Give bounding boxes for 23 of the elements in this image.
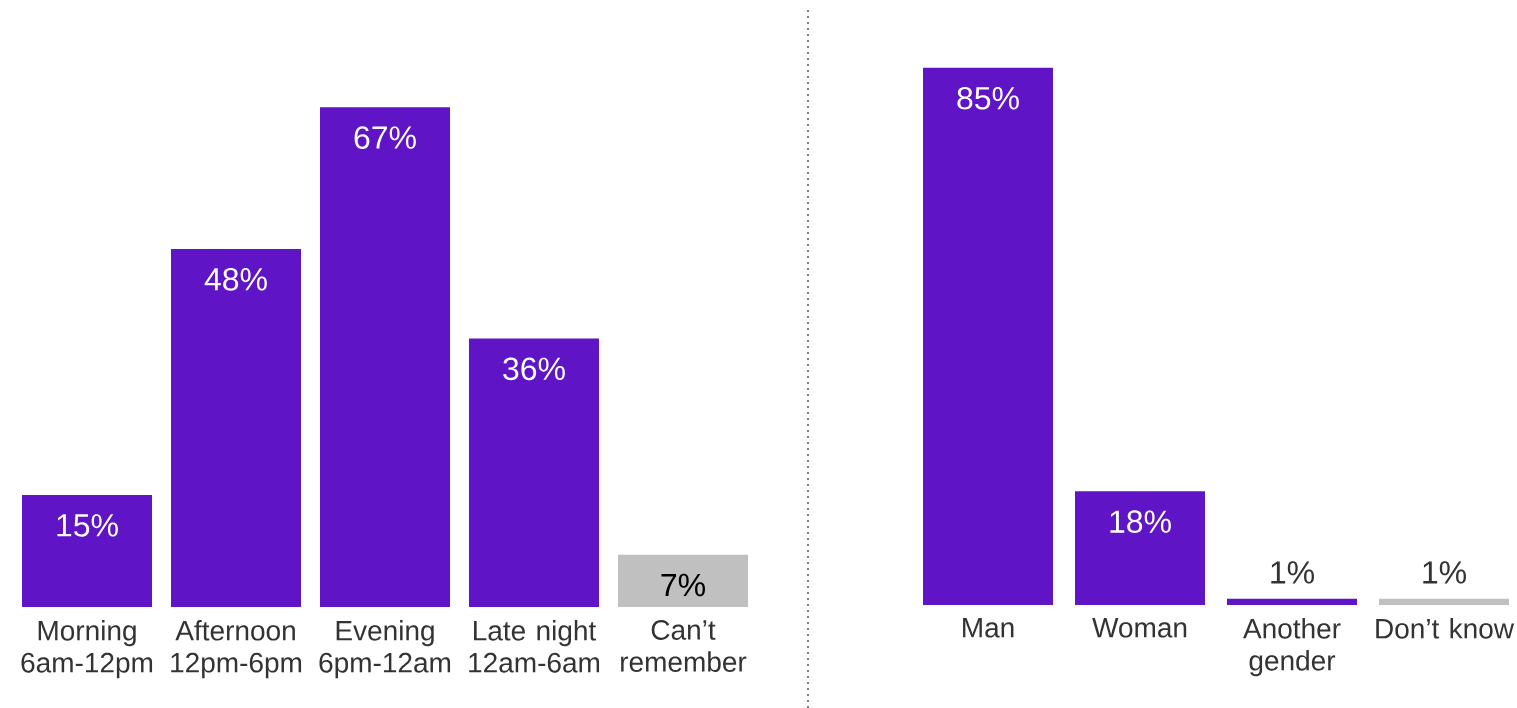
data-label: 67% — [354, 126, 416, 149]
bar — [171, 248, 301, 607]
x-tick-label: Evening 6pm-12am — [319, 620, 451, 679]
data-label: 48% — [204, 268, 267, 291]
data-label: 1% — [1423, 561, 1466, 584]
x-tick-label: Morning 6am-12pm — [21, 620, 153, 679]
x-tick-label: Late night 12am-6am — [469, 620, 600, 673]
data-label: 18% — [1110, 510, 1171, 533]
bar — [618, 554, 748, 607]
x-tick-label: Man — [963, 618, 1014, 638]
x-tick-label: Woman — [1092, 618, 1187, 638]
x-tick-label: Another gender — [1243, 618, 1341, 677]
x-tick-label: Don’t know — [1376, 618, 1515, 639]
data-label: 1% — [1271, 561, 1314, 584]
x-tick-label: Can’t remember — [621, 620, 747, 672]
data-label: 85% — [957, 86, 1019, 110]
data-label: 15% — [57, 514, 118, 537]
data-label: 36% — [503, 357, 565, 381]
x-tick-label: Afternoon 12pm-6pm — [171, 620, 302, 679]
bar — [320, 107, 450, 607]
bar — [22, 495, 152, 607]
data-label: 7% — [661, 573, 705, 597]
bar — [469, 338, 599, 607]
